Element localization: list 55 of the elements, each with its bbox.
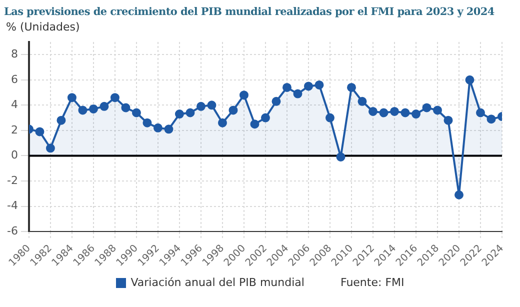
y-axis-title: % (Unidades) (6, 20, 80, 34)
point (164, 124, 174, 134)
point (132, 108, 141, 118)
point (56, 116, 66, 125)
point (196, 102, 206, 111)
point (336, 152, 346, 162)
point (411, 110, 420, 119)
y-tick-label: 0 (10, 148, 18, 162)
point (465, 75, 474, 84)
point (346, 82, 356, 92)
point (250, 120, 260, 129)
y-tick-label: -2 (7, 174, 18, 187)
point (454, 190, 464, 200)
point (293, 89, 302, 98)
point (78, 106, 88, 115)
point (304, 82, 313, 91)
point (67, 93, 76, 102)
point (400, 108, 410, 118)
y-tick-label: -6 (7, 224, 18, 238)
point (379, 108, 388, 118)
point (100, 102, 109, 111)
point (282, 82, 292, 92)
chart-title: Las previsiones de crecimiento del PIB mundial realizadas por el FMI para 2023 y 2024 (3, 5, 496, 20)
legend-label: Variación anual del PIB mundial (130, 276, 304, 289)
point (207, 100, 216, 110)
y-tick-label: 4 (10, 98, 18, 112)
point (153, 123, 162, 132)
point (272, 96, 281, 106)
point (260, 113, 270, 122)
point (174, 110, 184, 119)
point (239, 90, 248, 100)
point (325, 113, 334, 122)
point (88, 104, 98, 114)
point (142, 118, 152, 128)
point (358, 96, 367, 106)
y-tick-label: -4 (7, 199, 18, 212)
point (390, 106, 399, 116)
point (218, 118, 227, 128)
point (228, 106, 238, 115)
point (422, 103, 432, 112)
point (46, 144, 55, 153)
point (314, 80, 324, 90)
y-tick-label: 6 (10, 72, 18, 86)
point (444, 116, 453, 125)
point (432, 106, 442, 115)
point (121, 103, 130, 112)
y-tick-label: 8 (10, 47, 18, 60)
point (486, 114, 496, 124)
source-note: Fuente: FMI (340, 276, 404, 289)
point (368, 106, 378, 116)
y-tick-label: 2 (10, 123, 18, 136)
point (186, 108, 195, 118)
point (35, 127, 44, 136)
point (110, 93, 120, 102)
point (476, 108, 485, 118)
